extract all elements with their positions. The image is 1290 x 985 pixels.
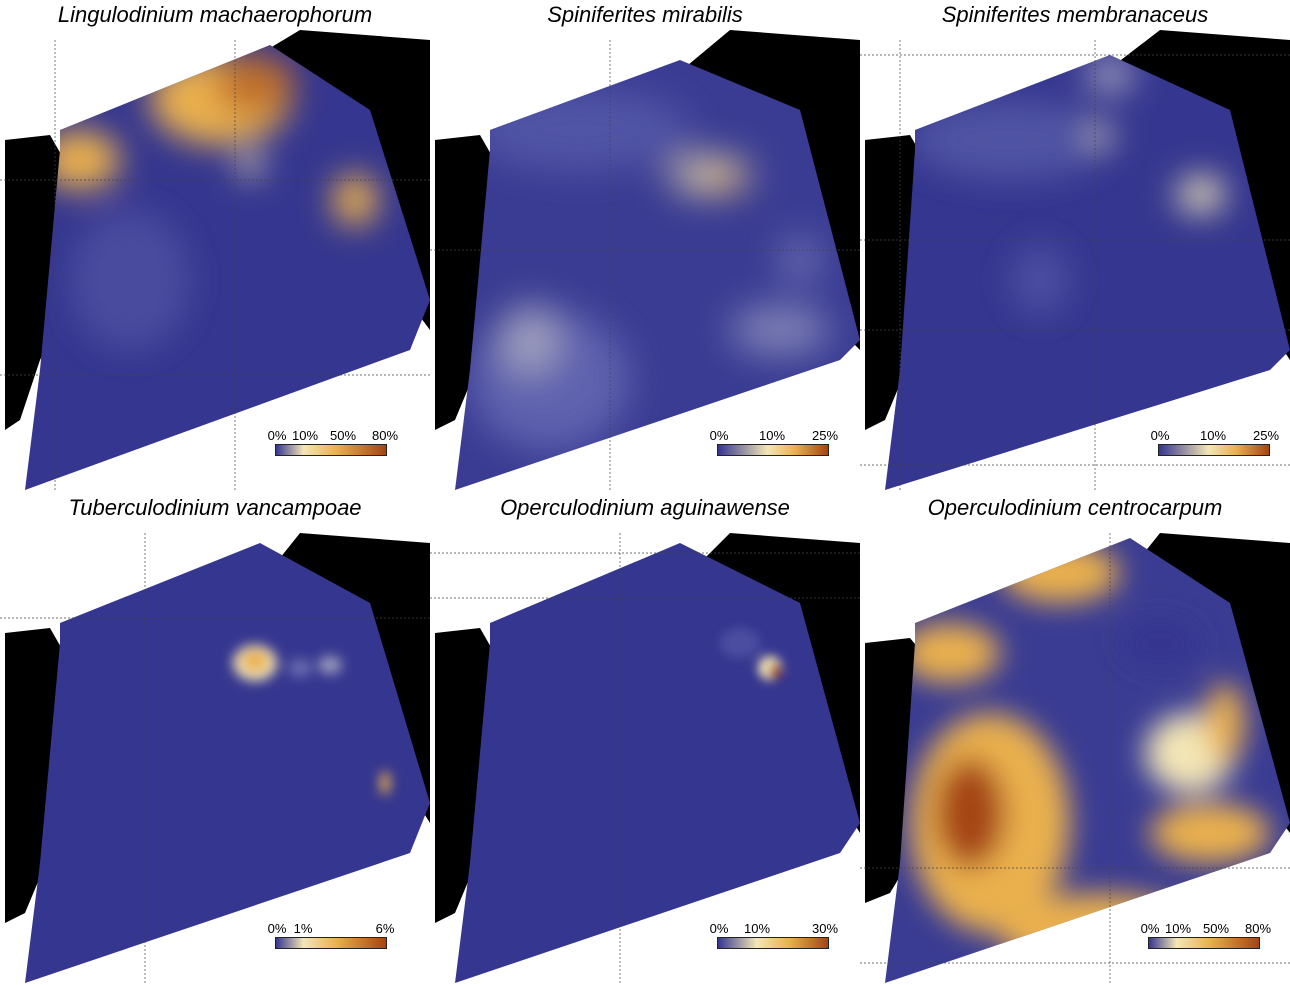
legend-tick: 0%	[709, 428, 729, 443]
legend-tick: 10%	[758, 428, 786, 443]
colorbar-legend: 0% 10% 25%	[710, 428, 838, 456]
colorbar	[1148, 937, 1260, 949]
legend-tick: 50%	[1202, 921, 1230, 936]
panel-title: Lingulodinium machaerophorum	[57, 2, 373, 27]
legend-tick: 25%	[1252, 428, 1280, 443]
legend-tick: 80%	[371, 428, 399, 443]
map-panel-lingulodinium: Lingulodinium machaerophorum	[0, 0, 430, 492]
colorbar-legend: 0% 1% 6%	[268, 921, 394, 949]
legend-tick: 10%	[1199, 428, 1227, 443]
map-panel-operculodinium-centrocarpum: Operculodinium centrocarpum	[860, 493, 1290, 985]
abundance-map	[0, 533, 430, 985]
legend-tick: 0%	[709, 921, 729, 936]
colorbar	[717, 937, 829, 949]
panel-title: Operculodinium centrocarpum	[927, 495, 1223, 520]
map-panel-operculodinium-aguinawense: Operculodinium aguinawense 0% 10% 30%	[430, 493, 860, 985]
colorbar	[275, 444, 387, 456]
legend-tick: 6%	[375, 921, 395, 936]
colorbar-legend: 0% 10% 50% 80%	[1141, 921, 1271, 949]
legend-tick: 10%	[291, 428, 319, 443]
legend-tick: 0%	[267, 428, 287, 443]
panel-title: Spiniferites membranaceus	[941, 2, 1209, 27]
legend-tick: 80%	[1244, 921, 1272, 936]
abundance-map	[430, 533, 860, 985]
legend-tick: 10%	[743, 921, 771, 936]
abundance-map	[860, 533, 1290, 985]
map-panel-tuberculodinium: Tuberculodinium vancampoae 0% 1% 6%	[0, 493, 430, 985]
colorbar-legend: 0% 10% 30%	[710, 921, 838, 949]
legend-tick: 1%	[293, 921, 313, 936]
panel-title: Operculodinium aguinawense	[500, 495, 790, 520]
legend-tick: 0%	[267, 921, 287, 936]
colorbar-legend: 0% 10% 25%	[1151, 428, 1279, 456]
colorbar	[717, 444, 829, 456]
panel-title: Spiniferites mirabilis	[547, 2, 743, 27]
colorbar-legend: 0% 10% 50% 80%	[268, 428, 398, 456]
colorbar	[275, 937, 387, 949]
abundance-map	[430, 30, 860, 492]
legend-tick: 10%	[1164, 921, 1192, 936]
map-panel-spiniferites-membranaceus: Spiniferites membranaceus 0%	[860, 0, 1290, 492]
legend-tick: 25%	[811, 428, 839, 443]
legend-tick: 50%	[329, 428, 357, 443]
panel-title: Tuberculodinium vancampoae	[68, 495, 362, 520]
abundance-map	[860, 30, 1290, 492]
colorbar	[1158, 444, 1270, 456]
legend-tick: 0%	[1150, 428, 1170, 443]
legend-tick: 0%	[1140, 921, 1160, 936]
legend-tick: 30%	[811, 921, 839, 936]
map-panel-spiniferites-mirabilis: Spiniferites mirabilis 0% 10%	[430, 0, 860, 492]
abundance-map	[0, 30, 430, 492]
